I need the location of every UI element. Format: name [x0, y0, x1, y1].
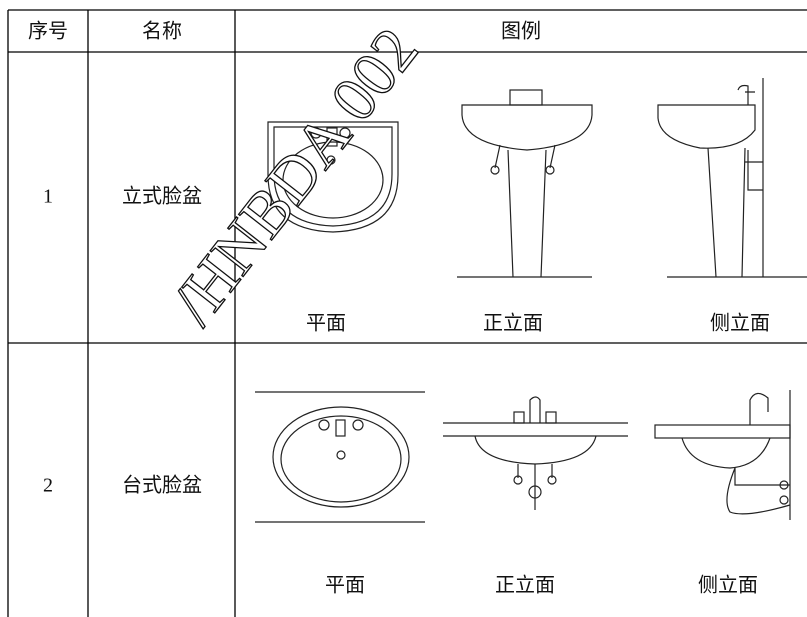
header-cell: 序号	[28, 20, 68, 43]
table-grid	[7, 9, 807, 617]
header-cell: 图例	[501, 20, 541, 43]
view-label: 平面	[306, 313, 346, 335]
row-name: 立式脸盆	[122, 185, 202, 208]
view-label: 正立面	[495, 574, 555, 597]
watermark: /HNBDA 002	[158, 15, 432, 338]
counter-basin-front	[443, 396, 628, 510]
view-label: 侧立面	[710, 312, 770, 335]
row-name: 台式脸盆	[122, 474, 202, 497]
view-label: 正立面	[483, 312, 543, 335]
counter-basin-side	[654, 390, 791, 520]
row-number: 1	[43, 186, 53, 208]
pedestal-basin-front	[457, 89, 593, 278]
counter-basin-plan	[255, 391, 425, 523]
pedestal-basin-plan	[267, 121, 399, 233]
view-label: 侧立面	[698, 574, 758, 597]
view-label: 平面	[325, 575, 365, 597]
row-number: 2	[43, 475, 53, 497]
header-cell: 名称	[142, 20, 182, 43]
pedestal-basin-side	[657, 78, 807, 278]
